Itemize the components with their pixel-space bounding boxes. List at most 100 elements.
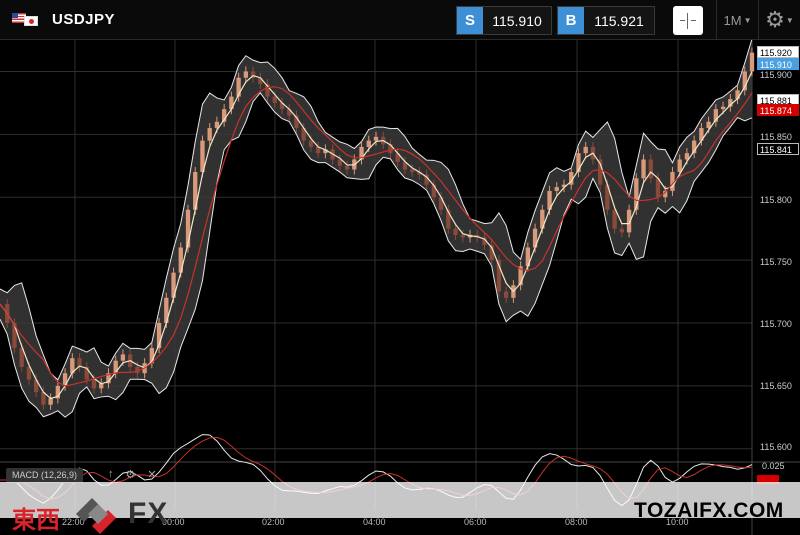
buy-price: 115.921 bbox=[584, 7, 654, 34]
candle-body bbox=[482, 237, 487, 245]
candle-body bbox=[496, 260, 502, 292]
candle-body bbox=[12, 322, 17, 349]
candle-body bbox=[670, 172, 675, 191]
candle-body bbox=[70, 358, 75, 374]
candle-body bbox=[728, 99, 733, 107]
candle-body bbox=[185, 209, 191, 248]
us-flag-icon bbox=[12, 13, 26, 23]
candle-body bbox=[120, 354, 126, 361]
move-up-icon[interactable]: ↑ bbox=[108, 468, 114, 480]
candle-body bbox=[106, 373, 111, 384]
close-icon[interactable]: ✕ bbox=[147, 469, 157, 481]
candle-body bbox=[84, 366, 89, 380]
candle-body bbox=[525, 247, 531, 267]
timeframe-dropdown[interactable]: 1M ▼ bbox=[716, 0, 758, 40]
candle-body bbox=[193, 172, 198, 210]
gear-icon: ⚙ bbox=[765, 7, 785, 32]
candle-body bbox=[453, 228, 458, 235]
band-upper-line bbox=[0, 40, 753, 381]
candle-body bbox=[200, 140, 205, 173]
symbol-title[interactable]: USDJPY bbox=[52, 11, 116, 28]
candle-body bbox=[77, 358, 82, 367]
buy-button[interactable]: B 115.921 bbox=[557, 6, 655, 35]
candle-body bbox=[33, 379, 39, 393]
candle-body bbox=[359, 146, 364, 160]
candle-body bbox=[518, 266, 523, 286]
candle-body bbox=[214, 121, 220, 129]
price-badge-sell: 115.910 bbox=[757, 58, 799, 70]
candle-body bbox=[99, 383, 104, 389]
candle-body bbox=[113, 360, 118, 374]
candle-body bbox=[366, 140, 371, 147]
candle-body bbox=[409, 169, 415, 173]
price-badge-band-lower: 115.841 bbox=[757, 143, 799, 155]
candle-body bbox=[135, 366, 140, 374]
candle-body bbox=[561, 184, 567, 188]
candle-body bbox=[626, 209, 632, 233]
candle-body bbox=[540, 209, 545, 229]
caret-down-icon: ▼ bbox=[743, 15, 752, 25]
candle-body bbox=[258, 77, 263, 85]
candle-body bbox=[250, 71, 256, 78]
price-badge-band-upper: 115.881 bbox=[757, 94, 799, 106]
time-tick: 22:00 bbox=[62, 517, 85, 527]
candle-body bbox=[308, 140, 314, 147]
price-tick: 115.750 bbox=[760, 257, 792, 267]
candle-body bbox=[648, 159, 653, 179]
bollinger-band bbox=[0, 40, 753, 418]
price-tick: 115.700 bbox=[760, 319, 792, 329]
candle-body bbox=[713, 109, 719, 122]
candle-body bbox=[287, 109, 292, 116]
candle-body bbox=[583, 146, 588, 154]
candle-body bbox=[605, 184, 610, 210]
candle-body bbox=[431, 184, 437, 198]
band-lower-line bbox=[0, 91, 753, 418]
crosshair-icon bbox=[685, 18, 691, 24]
sell-price: 115.910 bbox=[483, 7, 551, 34]
candle-body bbox=[720, 106, 726, 110]
price-tick: 115.850 bbox=[760, 132, 792, 142]
chart-header: USDJPY S 115.910 B 115.921 1M ▼ ⚙ ▼ bbox=[0, 0, 800, 40]
candle-body bbox=[91, 379, 97, 389]
candle-body bbox=[634, 178, 639, 210]
crosshair-button[interactable] bbox=[673, 6, 703, 35]
candle-body bbox=[55, 385, 61, 399]
candle-body bbox=[597, 159, 603, 185]
candle-body bbox=[677, 159, 682, 173]
candle-body bbox=[663, 190, 668, 198]
chart-grid bbox=[0, 40, 800, 535]
candle-body bbox=[735, 90, 740, 100]
candle-body bbox=[706, 121, 711, 129]
band-fill bbox=[0, 40, 752, 418]
settings-dropdown[interactable]: ⚙ ▼ bbox=[758, 0, 800, 40]
indicator-lines bbox=[0, 71, 753, 400]
candle-body bbox=[749, 52, 755, 72]
sell-button[interactable]: S 115.910 bbox=[456, 6, 552, 35]
candle-body bbox=[48, 398, 53, 405]
site-url: TOZAIFX.COM bbox=[634, 499, 784, 522]
macd-label[interactable]: MACD (12,26,9) bbox=[6, 468, 84, 483]
time-tick: 06:00 bbox=[464, 517, 487, 527]
candle-body bbox=[171, 272, 176, 298]
candle-body bbox=[62, 373, 68, 386]
candle-body bbox=[178, 247, 183, 273]
candle-body bbox=[655, 178, 661, 198]
price-chart[interactable] bbox=[0, 40, 800, 535]
candle-body bbox=[294, 115, 299, 129]
candle-body bbox=[272, 96, 277, 103]
candle-body bbox=[236, 77, 241, 97]
candle-body bbox=[503, 291, 509, 298]
candle-body bbox=[619, 228, 625, 233]
candle-body bbox=[323, 149, 328, 154]
candle-body bbox=[149, 348, 155, 364]
candle-body bbox=[554, 187, 559, 191]
currency-pair-flags-icon bbox=[12, 13, 40, 27]
candle-body bbox=[221, 109, 227, 122]
candle-body bbox=[229, 96, 234, 110]
gear-icon[interactable]: ⚙ bbox=[125, 469, 136, 481]
time-tick: 04:00 bbox=[363, 517, 386, 527]
candle-body bbox=[569, 172, 574, 185]
watermark-band bbox=[0, 482, 800, 518]
candle-body bbox=[207, 128, 212, 141]
time-tick: 00:00 bbox=[162, 517, 185, 527]
